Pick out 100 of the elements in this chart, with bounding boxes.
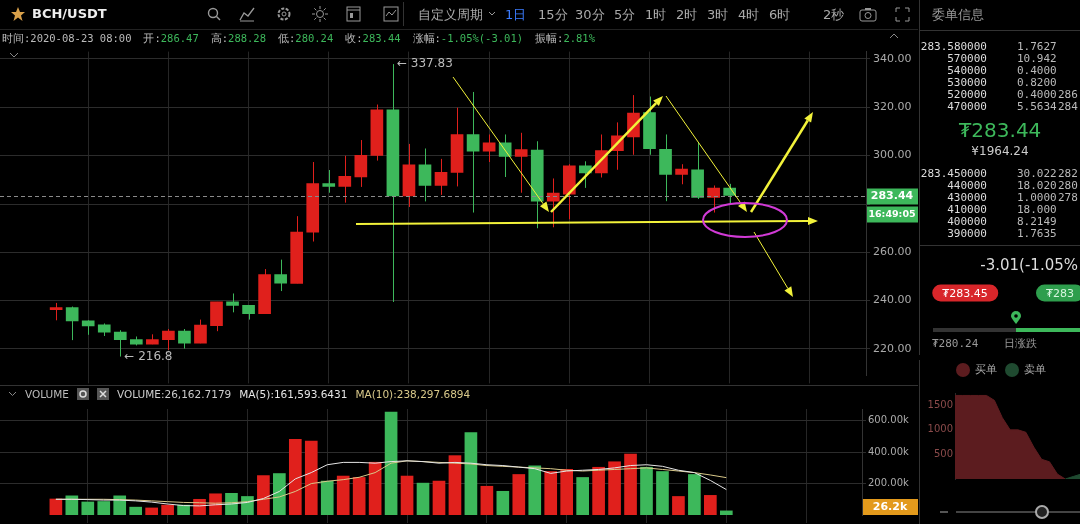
text: 284 (1058, 99, 1078, 113)
text: -3.01(-1.05% (980, 256, 1078, 274)
y-tick-label: 600.00k (868, 414, 909, 426)
text: 0.8200 (1017, 75, 1057, 89)
text: 540000 (947, 63, 987, 77)
text: 30.022 (1017, 166, 1057, 180)
text: ¥1964.24 (971, 144, 1029, 158)
candlestick (322, 169, 336, 194)
text: BCH/USDT (32, 6, 107, 21)
text: 8.2149 (1017, 214, 1057, 228)
text: ₮283.44 (958, 118, 1042, 142)
bar (656, 471, 669, 515)
y-tick-label: 220.00 (873, 341, 912, 355)
y-tick-label: 1500 (927, 398, 953, 410)
text: 1.0000 (1017, 190, 1057, 204)
text: 自定义周期 (418, 6, 483, 24)
annotation: ← 216.8 (124, 348, 173, 363)
text: VOLUME:26,162.7179 (116, 388, 232, 400)
candlestick (707, 184, 720, 214)
y-tick-label: 400.00k (868, 445, 909, 457)
text: 18.020 (1017, 178, 1057, 192)
text: 1.7627 (1017, 39, 1057, 53)
candlestick (514, 132, 528, 194)
candlestick (338, 155, 352, 204)
text: 278 (1058, 190, 1078, 204)
text: 390000 (947, 226, 987, 240)
annotation: ← 337.83 (396, 56, 453, 71)
candlestick (65, 306, 79, 341)
text: ₮283 (1036, 284, 1080, 302)
bar (304, 440, 318, 515)
text: 26.2k (872, 499, 908, 513)
text: 1日 (505, 6, 527, 24)
text: ₮283.45 (932, 284, 998, 302)
text: 410000 (947, 202, 987, 216)
text: 18.000 (1017, 202, 1057, 216)
candlestick (162, 328, 175, 351)
candlestick (466, 91, 480, 214)
y-tick-label: 260.00 (873, 245, 912, 259)
bar (432, 480, 446, 515)
text: 5分 (614, 6, 636, 24)
bar (320, 480, 334, 515)
bar (512, 474, 526, 515)
text: 570000 (947, 51, 987, 65)
bar (688, 474, 701, 515)
bar (464, 432, 478, 515)
bar (97, 501, 111, 515)
bar (177, 504, 190, 515)
bar (273, 473, 286, 515)
bar (49, 498, 63, 515)
bar (576, 477, 589, 515)
text: 30分 (575, 6, 605, 24)
bar (624, 453, 637, 515)
y-tick-label: 300.00 (873, 148, 912, 162)
bar (592, 466, 605, 515)
text: 2时 (676, 6, 698, 24)
text: 283.580000 (920, 39, 987, 53)
candlestick (226, 292, 239, 313)
bar (257, 475, 270, 515)
text: 280 (1058, 178, 1078, 192)
text: 0.4000 (1017, 87, 1057, 101)
candlestick (274, 259, 287, 292)
text: MA(5):161,593.6431 (239, 388, 348, 400)
text: 282 (1058, 166, 1078, 180)
text: 10.942 (1017, 51, 1057, 65)
bar (640, 466, 653, 515)
bar (704, 495, 717, 515)
text: 440000 (947, 178, 987, 192)
text: 400000 (947, 214, 987, 228)
text: 1时 (645, 6, 667, 24)
bar (352, 477, 366, 515)
bar (719, 510, 733, 515)
ref-line-label: 283.44 (870, 189, 914, 203)
bar (672, 496, 685, 515)
text: 15分 (538, 6, 568, 24)
text: 5.5634 (1017, 99, 1057, 113)
legend-label: 买单 (973, 362, 997, 377)
bar (416, 482, 430, 515)
bar (145, 507, 158, 515)
text: 286 (1058, 87, 1078, 101)
bar (288, 438, 302, 515)
bar (384, 411, 398, 515)
legend-label: 卖单 (1022, 362, 1046, 377)
text: 开:286.47 (143, 32, 199, 44)
candlestick (354, 139, 368, 188)
text: 16:49:05 (868, 207, 916, 219)
text: 3时 (707, 6, 729, 24)
text: 0.4000 (1017, 63, 1057, 77)
y-tick-label: 320.00 (873, 100, 912, 114)
text: 1.7635 (1017, 226, 1057, 240)
text: MA(10):238,297.6894 (355, 388, 471, 400)
text: 4时 (738, 6, 760, 24)
bar (448, 455, 462, 515)
bar (161, 504, 174, 515)
text: 430000 (947, 190, 987, 204)
bar (560, 468, 574, 515)
candlestick (418, 148, 432, 202)
text: 涨幅:-1.05%(-3.01) (412, 32, 524, 44)
bar (400, 475, 414, 515)
y-tick-label: 500 (933, 448, 953, 460)
text: 收:283.44 (345, 32, 401, 44)
